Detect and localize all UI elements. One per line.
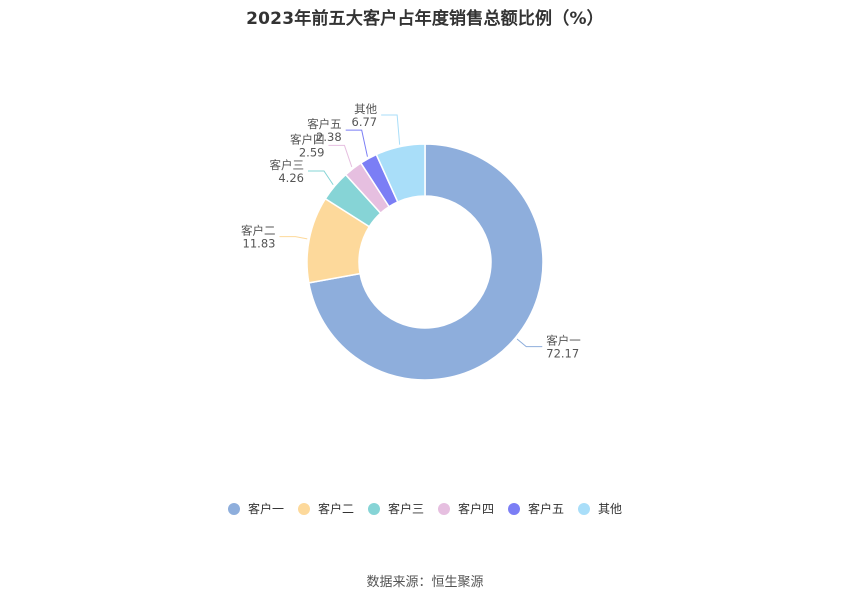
slice-label-name-5: 客户五	[307, 117, 342, 131]
legend-label: 客户二	[317, 502, 354, 516]
leader-line-6	[381, 114, 401, 145]
legend-label: 客户五	[528, 502, 565, 516]
legend-marker-icon	[508, 502, 521, 515]
legend-marker-icon	[438, 502, 450, 515]
legend-label: 客户三	[387, 502, 424, 516]
legend-label: 其他	[598, 502, 623, 516]
slice-label-value-5: 2.38	[316, 130, 342, 144]
legend-item-4[interactable]: 客户四	[438, 500, 494, 517]
slice-label-name-6: 其他	[354, 102, 377, 116]
data-source: 数据来源：恒生聚源	[366, 575, 484, 590]
slice-label-name-1: 客户一	[546, 334, 581, 348]
legend-item-2[interactable]: 客户二	[297, 500, 354, 517]
legend-marker-icon	[227, 502, 240, 515]
slice-1[interactable]	[307, 143, 544, 381]
legend-item-5[interactable]: 客户五	[508, 500, 564, 517]
legend-item-6[interactable]: 其他	[578, 500, 622, 517]
legend-label: 客户一	[247, 502, 284, 516]
leader-line-5	[345, 129, 368, 157]
legend-label: 客户四	[458, 502, 495, 516]
legend-marker-icon	[367, 502, 380, 515]
legend-item-3[interactable]: 客户三	[367, 500, 424, 517]
slice-label-name-4: 客户四	[290, 132, 325, 146]
slice-label-value-1: 72.17	[546, 347, 579, 361]
slice-label-value-3: 4.26	[278, 171, 304, 185]
leader-line-1	[516, 338, 543, 348]
legend-marker-icon	[297, 502, 310, 515]
leader-line-3	[307, 170, 334, 186]
slice-label-name-2: 客户二	[241, 224, 276, 238]
legend-item-1[interactable]: 客户一	[227, 500, 284, 517]
leader-line-4	[328, 144, 353, 168]
leader-line-2	[279, 236, 308, 240]
slice-label-value-4: 2.59	[299, 145, 325, 159]
legend-marker-icon	[578, 502, 591, 515]
slice-label-value-2: 11.83	[243, 237, 276, 251]
chart-legend: 客户一 客户二 客户三 客户四 客户五 其他	[0, 500, 850, 517]
slice-label-name-3: 客户三	[269, 158, 304, 172]
chart-title: 2023年前五大客户占年度销售总额比例（%）	[246, 9, 604, 29]
slice-6[interactable]	[375, 143, 426, 203]
slice-label-value-6: 6.77	[352, 115, 378, 129]
